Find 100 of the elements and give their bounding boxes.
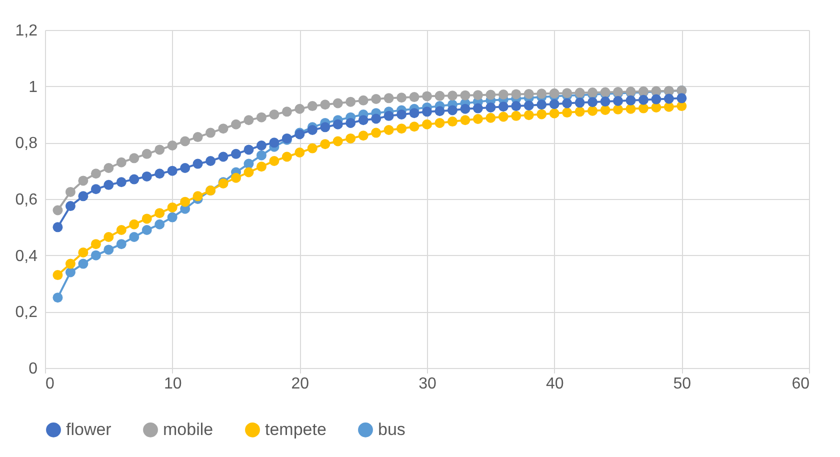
point [320,139,330,150]
point [78,258,88,269]
point [282,152,292,162]
point [384,93,394,104]
point [244,144,254,155]
point [104,180,114,190]
point [536,88,547,99]
point [78,176,88,186]
x-tick-label: 20 [291,376,310,392]
point [384,125,394,135]
point [358,95,368,106]
point [154,219,165,230]
point [129,232,140,242]
legend-label: flower [66,420,112,439]
point [90,239,101,250]
point [218,152,228,162]
point [562,88,572,98]
point [167,212,178,222]
point [472,114,483,124]
point [320,122,330,132]
point [90,168,101,179]
point [676,93,687,104]
point [434,106,445,116]
point [358,130,368,141]
point [447,105,458,116]
point [346,96,356,107]
point [498,102,508,112]
point [626,95,636,106]
point [664,102,674,112]
point [588,97,598,108]
point [613,96,623,106]
point [486,112,496,123]
point [269,156,280,166]
point [154,208,165,218]
point [231,172,241,183]
point [65,258,76,269]
point [472,103,483,114]
point [460,115,470,126]
point [129,219,140,230]
x-tick-label: 30 [418,376,436,392]
point [52,205,63,216]
point [52,292,63,303]
x-tick-label: 60 [792,376,810,392]
point [600,105,610,115]
legend-label: mobile [163,420,214,439]
point [384,110,394,121]
legend-label: tempete [265,420,326,439]
point [498,112,508,122]
point [511,110,522,121]
point [206,128,216,138]
point [434,90,445,101]
y-tick-label: 1 [28,78,38,96]
y-tick-label: 0,2 [15,304,38,322]
point [116,157,126,168]
point [626,104,636,114]
point [358,115,368,126]
point [78,248,88,258]
point [116,239,126,250]
point [371,114,382,124]
point [269,110,280,120]
point [434,118,445,128]
point [142,224,152,235]
point [638,103,648,114]
point [371,128,382,138]
point [256,162,266,172]
point [371,94,382,104]
point [244,158,254,169]
point [192,191,203,202]
y-tick-label: 0,4 [15,248,38,265]
point [346,133,356,144]
y-tick-label: 0,8 [15,135,38,152]
point [104,232,114,242]
point [511,89,522,100]
point [307,125,318,135]
point [116,224,126,235]
point [562,98,572,108]
point [142,214,152,224]
point [167,166,178,176]
point [574,88,585,98]
point [180,163,190,174]
point [409,122,420,132]
point [472,90,483,100]
point [447,116,458,127]
point [486,90,496,100]
point [78,191,88,202]
point [129,174,140,184]
point [269,138,280,148]
point [244,167,254,178]
point [409,92,420,102]
point [422,119,432,130]
point [332,119,343,130]
point [562,108,572,118]
point [104,244,114,255]
point [154,168,165,179]
point [549,108,560,118]
point [206,156,216,166]
point [664,94,674,104]
point [256,140,266,150]
x-tick-label: 40 [546,376,564,392]
point [142,148,152,159]
